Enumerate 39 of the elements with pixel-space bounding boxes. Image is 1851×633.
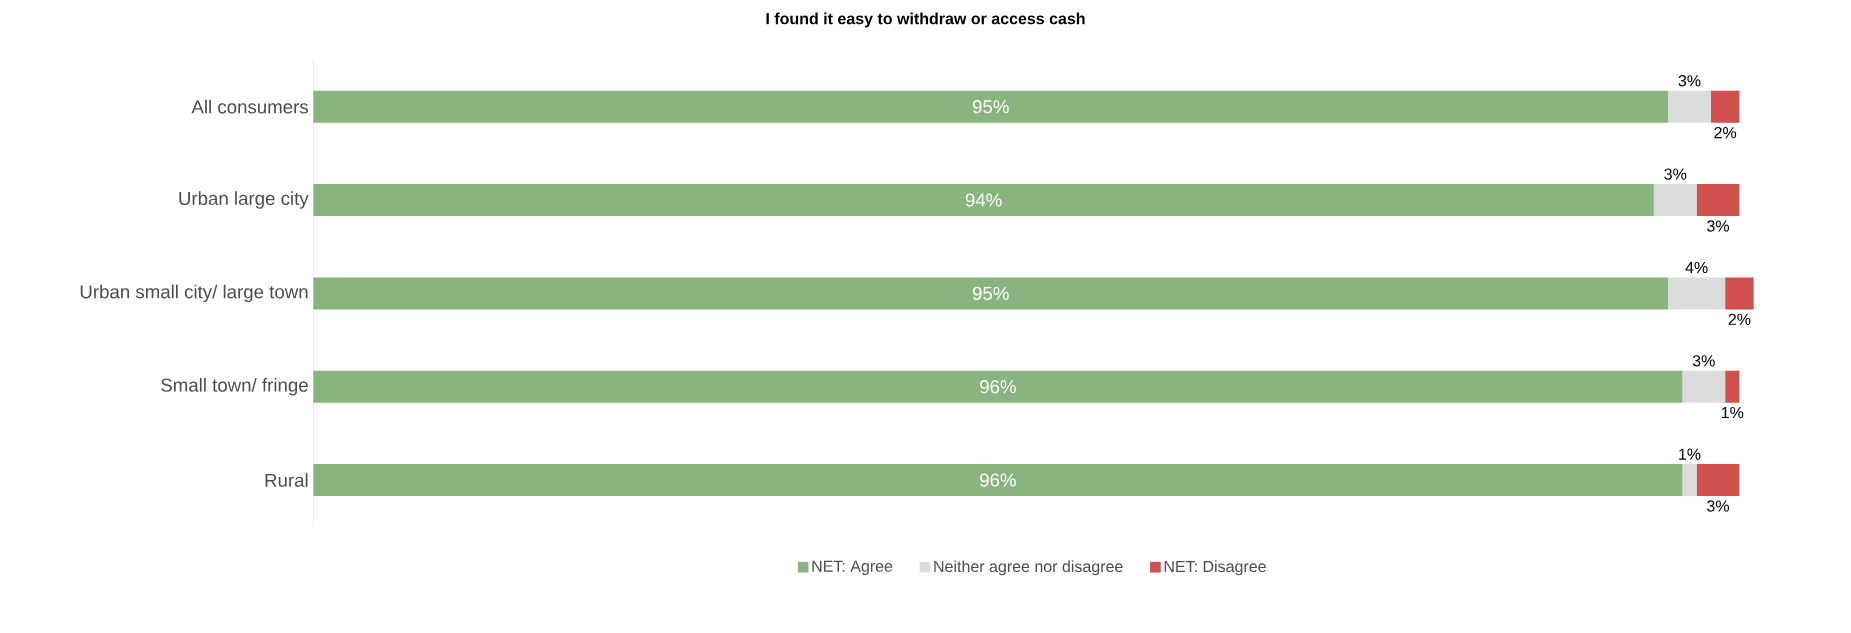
data-label: 96%	[980, 473, 1016, 487]
y-tick-label: All consumers	[191, 99, 308, 114]
bar	[313, 90, 1669, 123]
bar	[1710, 90, 1740, 123]
data-label: 2%	[1728, 313, 1751, 325]
bar	[313, 370, 1683, 403]
y-tick-label: Urban small city/ large town	[80, 284, 308, 302]
legend-label: Neither agree nor disagree	[934, 560, 1123, 576]
bar	[1696, 183, 1740, 216]
data-label: 1%	[1679, 448, 1701, 460]
bar	[1668, 90, 1711, 123]
data-label: 94%	[965, 193, 1002, 207]
bar	[313, 277, 1669, 310]
chart-title: I found it easy to withdraw or access cash	[766, 12, 1085, 28]
data-label: 3%	[1664, 168, 1687, 180]
data-label: 3%	[1707, 500, 1730, 512]
bar	[313, 463, 1683, 496]
data-label: 3%	[1678, 74, 1701, 87]
bar	[1696, 463, 1740, 496]
data-label: 4%	[1685, 261, 1708, 273]
bar	[1682, 463, 1697, 496]
bar	[1668, 277, 1726, 310]
legend-label: NET: Disagree	[1164, 560, 1266, 576]
y-tick-label: Rural	[265, 473, 308, 487]
bar	[1682, 370, 1726, 403]
bar	[1725, 370, 1740, 403]
data-label: 95%	[972, 286, 1009, 300]
legend-label: NET: Agree	[812, 560, 893, 575]
data-label: 96%	[980, 379, 1016, 394]
data-label: 3%	[1707, 220, 1730, 232]
y-tick-label: Small town/ fringe	[161, 377, 308, 396]
data-label: 1%	[1721, 406, 1744, 418]
bar	[1725, 277, 1754, 310]
data-label: 3%	[1692, 354, 1715, 367]
bar	[1653, 183, 1697, 216]
bar	[313, 183, 1654, 216]
data-label: 2%	[1714, 126, 1737, 138]
data-label: 95%	[972, 99, 1009, 114]
y-tick-label: Urban large city	[179, 191, 309, 209]
